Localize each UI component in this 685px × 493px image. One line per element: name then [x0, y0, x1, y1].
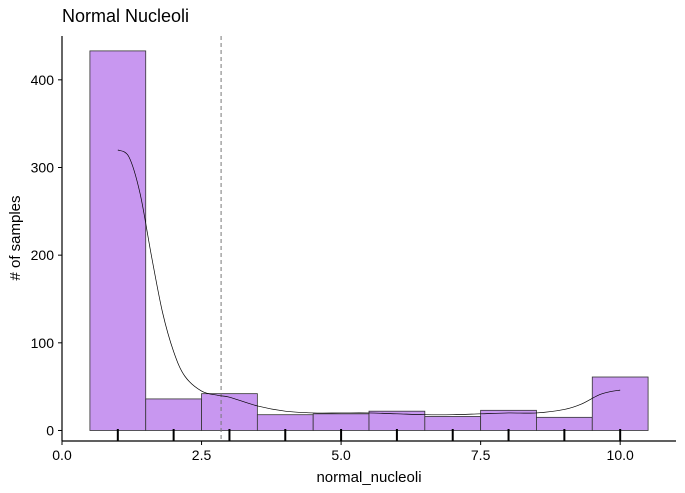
x-tick-label-5: 5.0: [331, 447, 351, 463]
histogram-bar-3: [201, 393, 258, 431]
y-tick-label-100: 100: [31, 335, 55, 351]
histogram-bar-5: [312, 413, 370, 431]
x-axis-label: normal_nucleoli: [316, 469, 421, 486]
chart-title: Normal Nucleoli: [62, 6, 189, 26]
y-axis-label: # of samples: [7, 195, 24, 280]
histogram-bar-2: [145, 398, 202, 431]
histogram-bar-4: [256, 414, 314, 431]
y-tick-label-0: 0: [46, 422, 54, 438]
histogram-bar-9: [536, 416, 593, 431]
axes-layer: [61, 36, 676, 442]
histogram-bar-7: [424, 416, 482, 431]
bars-layer: [89, 50, 649, 431]
histogram-bar-10: [591, 376, 649, 431]
density-curve-layer: [117, 149, 621, 416]
x-tick-label-7.5: 7.5: [471, 447, 491, 463]
x-tick-label-10: 10.0: [607, 447, 634, 463]
y-tick-label-200: 200: [31, 247, 55, 263]
rug-layer: [116, 429, 622, 441]
x-tick-label-2.5: 2.5: [192, 447, 212, 463]
ticks-layer: 0 100 200 300 400 0.0 2.5 5.0 7.5 10.0: [31, 72, 634, 463]
density-curve: [117, 149, 621, 416]
histogram-bar-1: [89, 50, 147, 431]
y-tick-label-300: 300: [31, 159, 55, 175]
y-tick-label-400: 400: [31, 72, 55, 88]
x-tick-label-0: 0.0: [52, 447, 72, 463]
